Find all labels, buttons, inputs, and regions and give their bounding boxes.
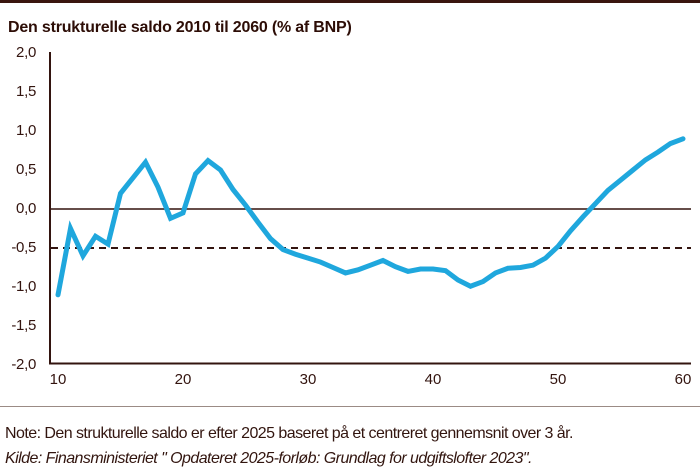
top-border — [0, 0, 700, 3]
footer-separator-line — [0, 406, 700, 407]
y-axis-label: -2,0 — [11, 356, 36, 373]
y-axis-label: -1,0 — [11, 278, 36, 295]
source-text: Kilde: Finansministeriet " Opdateret 202… — [5, 450, 532, 467]
y-axis-label: 2,0 — [16, 44, 36, 61]
x-axis-label: 10 — [49, 371, 67, 388]
page-title: Den strukturelle saldo 2010 til 2060 (% … — [8, 18, 352, 36]
y-axis-label: 1,0 — [16, 122, 36, 139]
y-axis-label: -1,5 — [11, 317, 36, 334]
y-axis-label: 0,5 — [16, 161, 36, 178]
y-axis-label: 0,0 — [16, 200, 36, 217]
structural-balance-line — [55, 136, 686, 298]
x-axis-label: 20 — [174, 371, 192, 388]
x-axis-label: 50 — [549, 371, 567, 388]
x-axis-label: 60 — [674, 371, 692, 388]
x-axis-label: 40 — [424, 371, 442, 388]
x-axis-label: 30 — [299, 371, 317, 388]
y-axis-label: -0,5 — [11, 239, 36, 256]
reference-lines — [51, 208, 691, 249]
y-axis-label: 1,5 — [16, 83, 36, 100]
note-text: Note: Den strukturelle saldo er efter 20… — [5, 425, 574, 442]
